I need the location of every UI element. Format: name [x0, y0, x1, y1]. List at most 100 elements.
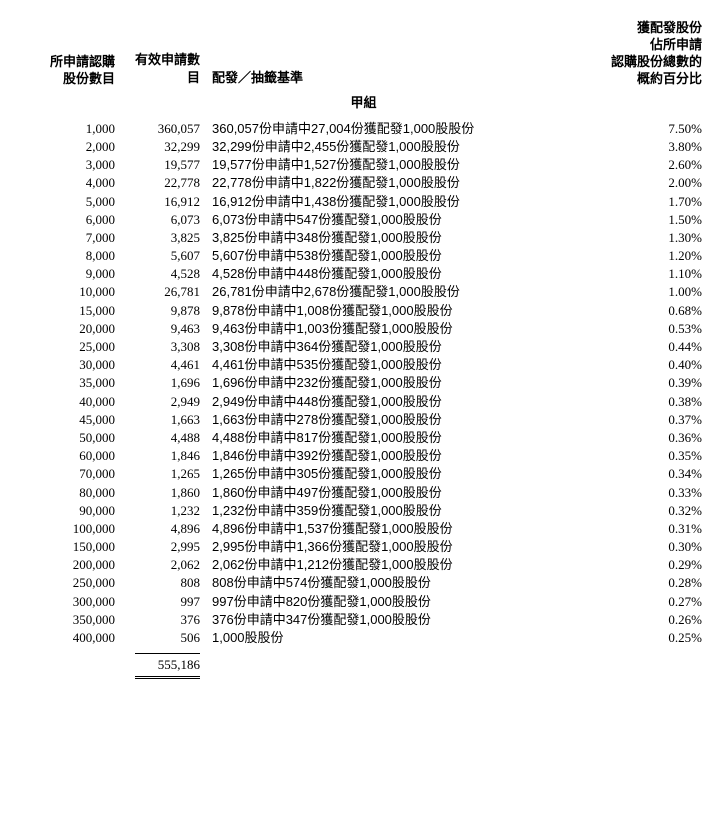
table-row: 35,0001,6961,696份申請中232份獲配發1,000股股份0.39%: [25, 374, 702, 392]
cell-basis: 3,825份申請中348份獲配發1,000股股份: [200, 229, 597, 247]
cell-basis: 1,232份申請中359份獲配發1,000股股份: [200, 502, 597, 520]
cell-percentage: 0.31%: [597, 520, 702, 538]
cell-basis: 9,463份申請中1,003份獲配發1,000股股份: [200, 320, 597, 338]
cell-apps: 2,995: [115, 538, 200, 556]
cell-apps: 16,912: [115, 193, 200, 211]
cell-basis: 2,949份申請中448份獲配發1,000股股份: [200, 393, 597, 411]
table-row: 3,00019,57719,577份申請中1,527份獲配發1,000股股份2.…: [25, 156, 702, 174]
cell-percentage: 2.00%: [597, 174, 702, 192]
cell-shares: 1,000: [25, 120, 115, 138]
cell-shares: 90,000: [25, 502, 115, 520]
group-label: 甲組: [25, 94, 702, 112]
cell-apps: 4,488: [115, 429, 200, 447]
cell-basis: 26,781份申請中2,678份獲配發1,000股股份: [200, 283, 597, 301]
cell-apps: 1,860: [115, 484, 200, 502]
cell-shares: 2,000: [25, 138, 115, 156]
cell-percentage: 0.34%: [597, 465, 702, 483]
header-text: 認購股份總數的: [597, 54, 702, 71]
cell-apps: 2,062: [115, 556, 200, 574]
cell-apps: 1,265: [115, 465, 200, 483]
cell-shares: 200,000: [25, 556, 115, 574]
cell-shares: 25,000: [25, 338, 115, 356]
table-row: 150,0002,9952,995份申請中1,366份獲配發1,000股股份0.…: [25, 538, 702, 556]
table-row: 8,0005,6075,607份申請中538份獲配發1,000股股份1.20%: [25, 247, 702, 265]
cell-apps: 4,896: [115, 520, 200, 538]
cell-shares: 50,000: [25, 429, 115, 447]
table-row: 90,0001,2321,232份申請中359份獲配發1,000股股份0.32%: [25, 502, 702, 520]
cell-shares: 60,000: [25, 447, 115, 465]
cell-apps: 376: [115, 611, 200, 629]
table-row: 80,0001,8601,860份申請中497份獲配發1,000股股份0.33%: [25, 484, 702, 502]
cell-percentage: 0.53%: [597, 320, 702, 338]
table-row: 60,0001,8461,846份申請中392份獲配發1,000股股份0.35%: [25, 447, 702, 465]
table-row: 70,0001,2651,265份申請中305份獲配發1,000股股份0.34%: [25, 465, 702, 483]
header-text: 獲配發股份: [597, 20, 702, 37]
table-row: 350,000376376份申請中347份獲配發1,000股股份0.26%: [25, 611, 702, 629]
cell-percentage: 7.50%: [597, 120, 702, 138]
cell-apps: 26,781: [115, 283, 200, 301]
header-text: 概約百分比: [597, 71, 702, 88]
cell-shares: 10,000: [25, 283, 115, 301]
cell-apps: 1,232: [115, 502, 200, 520]
cell-apps: 9,463: [115, 320, 200, 338]
cell-percentage: 0.33%: [597, 484, 702, 502]
cell-apps: 808: [115, 574, 200, 592]
cell-percentage: 1.20%: [597, 247, 702, 265]
cell-shares: 30,000: [25, 356, 115, 374]
cell-basis: 360,057份申請中27,004份獲配發1,000股股份: [200, 120, 597, 138]
cell-percentage: 0.44%: [597, 338, 702, 356]
cell-basis: 3,308份申請中364份獲配發1,000股股份: [200, 338, 597, 356]
table-row: 50,0004,4884,488份申請中817份獲配發1,000股股份0.36%: [25, 429, 702, 447]
cell-shares: 100,000: [25, 520, 115, 538]
cell-basis: 1,265份申請中305份獲配發1,000股股份: [200, 465, 597, 483]
cell-basis: 22,778份申請中1,822份獲配發1,000股股份: [200, 174, 597, 192]
cell-shares: 35,000: [25, 374, 115, 392]
cell-shares: 3,000: [25, 156, 115, 174]
cell-basis: 1,846份申請中392份獲配發1,000股股份: [200, 447, 597, 465]
table-header: 所申請認購 股份數目 有效申請數目 配發／抽籤基準 獲配發股份 佔所申請 認購股…: [25, 20, 702, 88]
cell-shares: 150,000: [25, 538, 115, 556]
header-valid-apps: 有效申請數目: [115, 51, 200, 87]
rule-line: [135, 653, 200, 654]
header-percentage: 獲配發股份 佔所申請 認購股份總數的 概約百分比: [597, 20, 702, 88]
cell-basis: 2,995份申請中1,366份獲配發1,000股股份: [200, 538, 597, 556]
table-row: 15,0009,8789,878份申請中1,008份獲配發1,000股股份0.6…: [25, 302, 702, 320]
cell-apps: 19,577: [115, 156, 200, 174]
cell-apps: 6,073: [115, 211, 200, 229]
table-row: 300,000997997份申請中820份獲配發1,000股股份0.27%: [25, 593, 702, 611]
table-row: 100,0004,8964,896份申請中1,537份獲配發1,000股股份0.…: [25, 520, 702, 538]
cell-percentage: 0.37%: [597, 411, 702, 429]
header-text: 所申請認購: [25, 54, 115, 71]
table-row: 5,00016,91216,912份申請中1,438份獲配發1,000股股份1.…: [25, 193, 702, 211]
cell-shares: 4,000: [25, 174, 115, 192]
table-row: 1,000360,057360,057份申請中27,004份獲配發1,000股股…: [25, 120, 702, 138]
cell-percentage: 0.36%: [597, 429, 702, 447]
cell-basis: 808份申請中574份獲配發1,000股股份: [200, 574, 597, 592]
table-row: 2,00032,29932,299份申請中2,455份獲配發1,000股股份3.…: [25, 138, 702, 156]
cell-shares: 400,000: [25, 629, 115, 647]
cell-percentage: 0.40%: [597, 356, 702, 374]
cell-percentage: 0.68%: [597, 302, 702, 320]
cell-shares: 15,000: [25, 302, 115, 320]
cell-basis: 376份申請中347份獲配發1,000股股份: [200, 611, 597, 629]
cell-basis: 5,607份申請中538份獲配發1,000股股份: [200, 247, 597, 265]
table-row: 9,0004,5284,528份申請中448份獲配發1,000股股份1.10%: [25, 265, 702, 283]
cell-shares: 70,000: [25, 465, 115, 483]
total-section: 555,186: [25, 653, 702, 679]
cell-shares: 250,000: [25, 574, 115, 592]
cell-apps: 5,607: [115, 247, 200, 265]
cell-basis: 1,663份申請中278份獲配發1,000股股份: [200, 411, 597, 429]
cell-apps: 506: [115, 629, 200, 647]
cell-apps: 3,308: [115, 338, 200, 356]
table-row: 10,00026,78126,781份申請中2,678份獲配發1,000股股份1…: [25, 283, 702, 301]
table-row: 200,0002,0622,062份申請中1,212份獲配發1,000股股份0.…: [25, 556, 702, 574]
cell-shares: 350,000: [25, 611, 115, 629]
cell-apps: 360,057: [115, 120, 200, 138]
rule-double-line: [135, 676, 200, 679]
cell-shares: 9,000: [25, 265, 115, 283]
cell-percentage: 1.70%: [597, 193, 702, 211]
header-shares-applied: 所申請認購 股份數目: [25, 54, 115, 88]
header-basis: 配發／抽籤基準: [200, 69, 597, 87]
cell-basis: 9,878份申請中1,008份獲配發1,000股股份: [200, 302, 597, 320]
cell-percentage: 0.25%: [597, 629, 702, 647]
